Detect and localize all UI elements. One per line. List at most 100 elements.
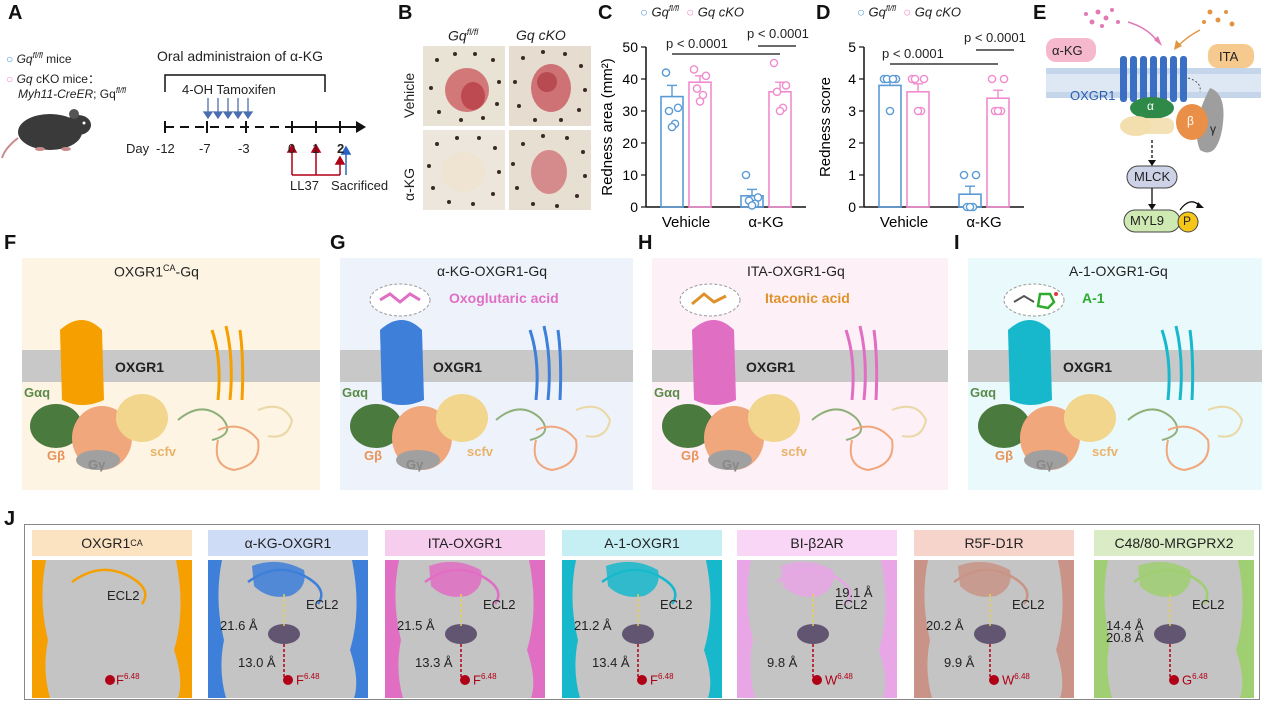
pocket-ecl2-label-5: ECL2 (1012, 597, 1045, 612)
tick-day-1: 1 (312, 141, 320, 156)
pocket-ecl2-label-0: ECL2 (107, 588, 140, 603)
redness-area-chart: 0 10 20 30 40 50 Redness area (mm²) Vehicle α-KG (599, 39, 806, 231)
e-phospho-label: P (1183, 214, 1192, 228)
pocket-residue-label-1: F6.48 (296, 672, 320, 688)
h-membrane-label: OXGR1 (746, 359, 796, 375)
tamoxifen-label: 4-OH Tamoxifen (182, 82, 276, 97)
redness-score-chart: 0 1 2 3 4 5 Redness score Vehicle α-KG (817, 39, 1024, 231)
tick-day-2: 2 (337, 141, 345, 156)
panel-j-frame (24, 524, 1260, 700)
y-tick-label: 4 (848, 71, 856, 87)
pocket-distance-lower-2: 13.3 Å (415, 655, 453, 670)
sacrificed-label: Sacrificed (331, 178, 389, 193)
pocket-residue-label-6: G6.48 (1182, 672, 1208, 688)
pocket-distance-upper-3: 21.2 Å (574, 618, 612, 633)
pocket-distance-upper-2: 21.5 Å (397, 618, 435, 633)
pocket-slab-4 (737, 560, 897, 698)
signaling-pathway-diagram (1046, 8, 1261, 233)
pocket-title-3: A-1-OXGR1 (562, 530, 722, 556)
day-label: Day (126, 141, 150, 156)
pocket-ecl2-label-2: ECL2 (483, 597, 516, 612)
i-ligand-label: A-1 (1082, 290, 1105, 306)
d-pvalue-1: p < 0.0001 (882, 46, 944, 61)
h-gg-label: Gγ (722, 457, 740, 472)
oral-administration-label: Oral administraion of α-KG (157, 48, 324, 64)
h-title: ITA-OXGR1-Gq (747, 263, 845, 279)
b-row-vehicle: Vehicle (401, 72, 417, 118)
data-point (775, 106, 785, 116)
data-point (965, 202, 975, 212)
data-point (987, 74, 997, 84)
g-title: α-KG-OXGR1-Gq (437, 263, 547, 279)
f-structure (30, 320, 294, 472)
f-gb-label: Gβ (47, 448, 66, 463)
pocket-distance-upper-6: 14.4 Å (1106, 618, 1144, 633)
tick-day-m7: -7 (199, 141, 211, 156)
e-mlck-label: MLCK (1134, 169, 1171, 184)
tick-day-m12: -12 (156, 141, 175, 156)
h-structure (662, 283, 928, 472)
pocket-distance-lower-4: 9.8 Å (767, 655, 798, 670)
d-legend: ○ Gqfl/fl ○ Gq cKO (857, 4, 962, 20)
g-membrane-label: OXGR1 (433, 359, 483, 375)
skin-photos (423, 46, 591, 210)
pocket-distance-upper-1: 21.6 Å (220, 618, 258, 633)
y-tick-label: 1 (848, 167, 856, 183)
panel-label-j: J (4, 508, 16, 530)
y-tick-label: 20 (622, 135, 638, 151)
panel-label-h: H (638, 232, 653, 254)
timeline-diagram (1, 74, 366, 176)
data-point (689, 65, 699, 74)
data-point (959, 170, 969, 180)
data-point (695, 97, 705, 106)
f-scfv-label: scfv (150, 444, 177, 459)
f-membrane-label: OXGR1 (115, 359, 165, 375)
panel-label-e: E (1033, 2, 1047, 24)
panel-label-i: I (954, 232, 960, 254)
panel-label-c: C (598, 2, 613, 24)
panel-label-f: F (4, 232, 17, 254)
g-scfv-label: scfv (467, 444, 494, 459)
y-tick-label: 2 (848, 135, 856, 151)
data-point (747, 201, 757, 210)
pocket-distance-upper-5: 20.2 Å (926, 618, 964, 633)
data-point (772, 87, 782, 97)
data-point (971, 170, 981, 180)
f-gaq-label: Gαq (24, 385, 51, 400)
pocket-residue-label-4: W6.48 (825, 672, 853, 688)
legend-wt-mice: ○ Gqfl/fl mice (6, 51, 72, 66)
data-point (667, 122, 677, 132)
mouse-icon (1, 109, 91, 159)
y-tick-label: 0 (848, 199, 856, 215)
pocket-slab-2 (385, 560, 545, 698)
data-point (769, 58, 779, 68)
pocket-residue-label-3: F6.48 (650, 672, 674, 688)
pocket-ecl2-label-6: ECL2 (1192, 597, 1225, 612)
g-structure (350, 283, 612, 472)
y-tick-label: 30 (622, 103, 638, 119)
c-pvalue-2: p < 0.0001 (747, 26, 809, 41)
e-alpha-label: α (1147, 99, 1154, 113)
pocket-slab-5 (914, 560, 1074, 698)
pocket-title-5: R5F-D1R (914, 530, 1074, 556)
panel-label-g: G (330, 232, 346, 254)
legend-cko-genotype: Myh11-CreER; Gqfl/fl (18, 86, 127, 101)
legend-cko-mice: ○ Gq cKO mice： (6, 72, 100, 86)
e-myl9-label: MYL9 (1130, 213, 1164, 228)
h-ligand-label: Itaconic acid (765, 290, 850, 306)
data-point (910, 74, 920, 84)
g-ligand-label: Oxoglutaric acid (449, 290, 559, 306)
pocket-distance-lower-6: 20.8 Å (1106, 630, 1144, 645)
i-membrane-label: OXGR1 (1063, 359, 1113, 375)
y-axis-title: Redness score (817, 77, 834, 177)
h-gaq-label: Gαq (654, 385, 681, 400)
e-beta-label: β (1187, 114, 1194, 128)
b-row-akg: α-KG (401, 168, 417, 201)
y-tick-label: 3 (848, 103, 856, 119)
pocket-ecl2-label-3: ECL2 (660, 597, 693, 612)
tick-day-0: 0 (288, 141, 296, 156)
data-point (913, 106, 923, 116)
pocket-distance-lower-3: 13.4 Å (592, 655, 630, 670)
pocket-slab-3 (562, 560, 722, 698)
pocket-residue-label-2: F6.48 (473, 672, 497, 688)
